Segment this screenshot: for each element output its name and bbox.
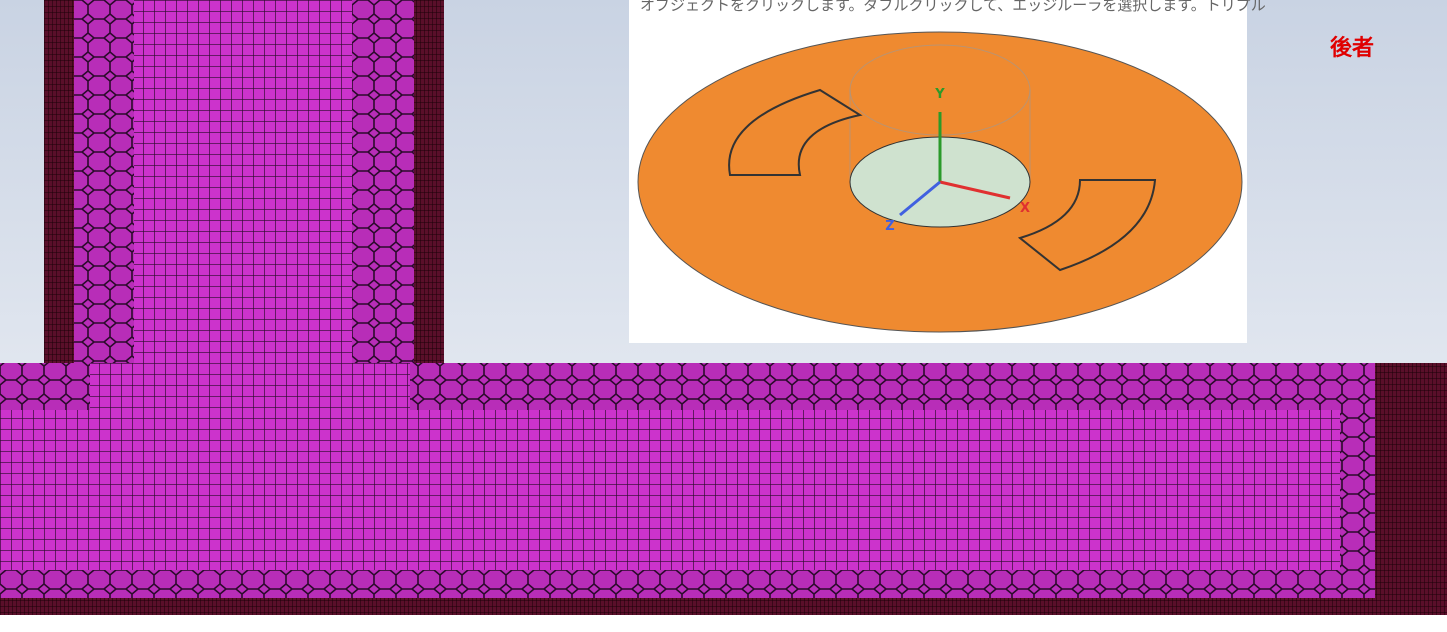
- junction-core: [90, 363, 410, 423]
- inset-image: オブジェクトをクリックします。ダブルクリックして、エッジルーラを選択します。トリ…: [629, 0, 1266, 343]
- annotation-label: 後者: [1330, 35, 1374, 61]
- mesh: [0, 0, 1447, 615]
- pipe-wall-layer: [44, 0, 74, 363]
- inset-caption: オブジェクトをクリックします。ダブルクリックして、エッジルーラを選択します。トリ…: [640, 0, 1266, 14]
- slot: [728, 88, 863, 176]
- axis-label-y: Y: [934, 87, 945, 102]
- slot: [1017, 179, 1157, 272]
- pipe-wall-layer: [414, 0, 444, 363]
- bottom-strip: [0, 615, 1447, 632]
- axis-label-x: X: [1020, 201, 1030, 216]
- axis-label-z: Z: [885, 219, 894, 234]
- outlet-face: [1375, 363, 1447, 615]
- duct-wall-layer: [0, 598, 1375, 615]
- duct-core: [0, 410, 1340, 570]
- pipe-core: [134, 0, 352, 380]
- axis-x: [939, 180, 1011, 200]
- axis-z: [899, 180, 941, 217]
